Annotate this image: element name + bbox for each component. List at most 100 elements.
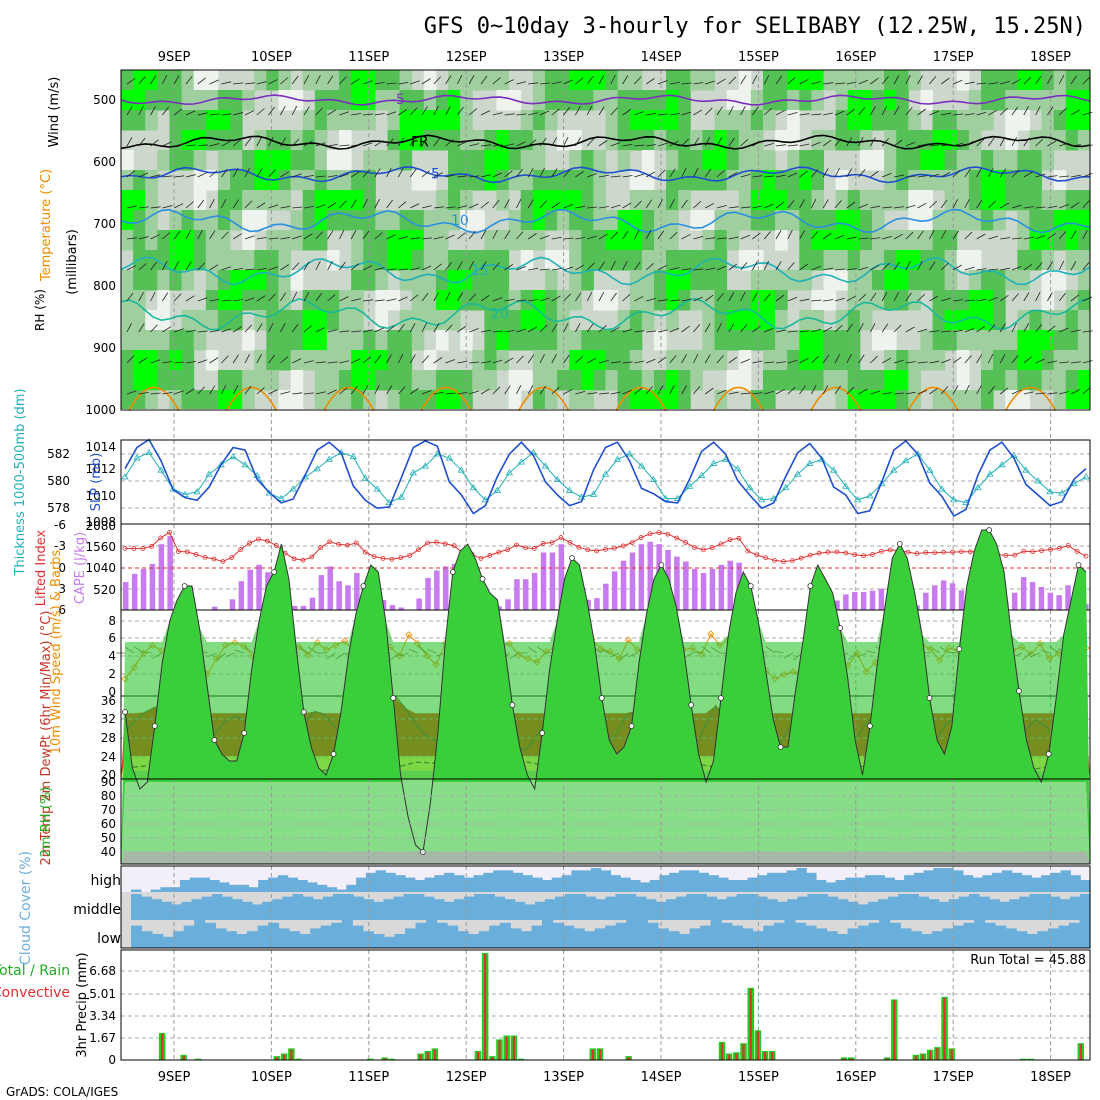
rh-cell <box>326 150 340 171</box>
rh-cell <box>799 70 812 91</box>
cape-bar <box>852 591 858 610</box>
tick-label: -6 <box>54 518 66 532</box>
wind-barb <box>528 267 539 271</box>
rh-cell <box>544 270 558 291</box>
rh-cell <box>968 390 982 411</box>
lifted-index-point <box>211 556 217 562</box>
wind-barb <box>398 296 408 302</box>
wind-barb <box>539 167 545 178</box>
wind-barb <box>929 200 938 209</box>
rh-cell <box>399 390 413 411</box>
cloud-bar-middle <box>262 901 273 920</box>
wind-barb <box>362 299 373 302</box>
wind-barb <box>256 202 266 209</box>
cloud-bar-high <box>933 868 944 892</box>
rh-cell <box>629 190 643 211</box>
thickness-point <box>1034 477 1042 484</box>
wind-barb <box>1058 231 1067 240</box>
rh-cell <box>1041 210 1055 231</box>
warm-contour <box>810 386 862 412</box>
wind-barb <box>693 296 703 302</box>
cloud-bar-high <box>424 877 435 892</box>
rh-cell <box>448 370 461 391</box>
rh-cell <box>193 250 207 271</box>
precip-convective-bar <box>419 1054 422 1060</box>
rh-cell <box>339 330 352 351</box>
lifted-index-point <box>273 543 279 548</box>
wind-barb <box>999 168 1007 178</box>
wind-barb <box>999 354 1006 364</box>
rh-cell <box>993 70 1006 91</box>
wind-barb <box>870 137 876 147</box>
wind-barb <box>162 175 173 178</box>
wind-barb <box>834 268 845 271</box>
wind-barb <box>504 113 515 116</box>
rh-cell <box>157 370 170 391</box>
rh-cell <box>993 210 1006 231</box>
temperature-contour <box>120 134 1091 150</box>
temperature-contour <box>120 94 1091 106</box>
cloud-bar-high <box>1031 877 1042 892</box>
cloud-bar-low <box>805 925 817 948</box>
rh-cell <box>750 270 764 291</box>
wind-barb <box>292 173 302 178</box>
lifted-index-point <box>603 546 608 552</box>
rh-cell <box>145 190 158 211</box>
wind-barb <box>716 265 727 271</box>
thickness-point <box>481 496 490 503</box>
rh-cell <box>859 370 873 391</box>
cloud-bar-low <box>331 922 343 948</box>
wind-barb <box>209 199 215 209</box>
lifted-index-point <box>202 554 208 560</box>
wind-barb <box>280 264 290 271</box>
lifted-index-point <box>967 549 973 555</box>
rh-cell <box>217 190 231 211</box>
temperature-contour <box>120 297 1091 331</box>
rh-cell <box>762 330 776 351</box>
wind-barb <box>693 268 704 271</box>
rh-cell <box>787 110 800 131</box>
rh-point <box>479 576 486 582</box>
rh-cell <box>169 370 183 391</box>
rh-cell <box>435 330 449 351</box>
rh-cell <box>145 110 158 131</box>
wind-barb <box>1035 262 1043 271</box>
rh-cell <box>411 90 425 111</box>
rh-cell <box>375 330 388 351</box>
wind-barb <box>905 141 916 147</box>
rh-cell <box>944 150 958 171</box>
lifted-index-point <box>184 549 190 555</box>
cape-bar <box>603 583 609 610</box>
rh-panel-frame <box>120 778 1091 865</box>
tick-label: 6 <box>108 631 116 645</box>
wind-barb <box>787 229 793 240</box>
rh-cell <box>884 390 897 411</box>
rh-cell <box>1053 270 1067 291</box>
rh-cell <box>1065 350 1079 371</box>
wind-barb <box>610 107 618 116</box>
rh-cell <box>1017 250 1030 271</box>
lifted-index-point <box>798 555 804 561</box>
wind-barb <box>150 359 161 364</box>
ylabel-precip: 3hr Precip (mm) <box>75 952 90 1057</box>
thickness-point <box>565 486 574 493</box>
rh-cell <box>254 310 267 331</box>
wind-barb <box>327 294 336 302</box>
rh-cell <box>908 350 921 371</box>
wind-barb <box>421 292 429 302</box>
cloud-bar-middle <box>1039 894 1051 920</box>
rh-cell <box>653 270 667 291</box>
rh-cell <box>290 210 304 231</box>
wind-barb <box>539 137 547 147</box>
cloud-bar-middle <box>423 896 435 920</box>
rh-cell <box>993 190 1006 211</box>
wind-barb <box>929 360 940 364</box>
cloud-bar-low <box>499 922 511 948</box>
wind-barb <box>645 171 656 178</box>
wind-barb <box>433 323 440 333</box>
rh-cell <box>629 390 643 411</box>
wind-barb <box>457 74 463 85</box>
cloud-bar-middle <box>353 896 364 920</box>
rh-cell <box>387 350 401 371</box>
cape-bar <box>860 591 867 610</box>
